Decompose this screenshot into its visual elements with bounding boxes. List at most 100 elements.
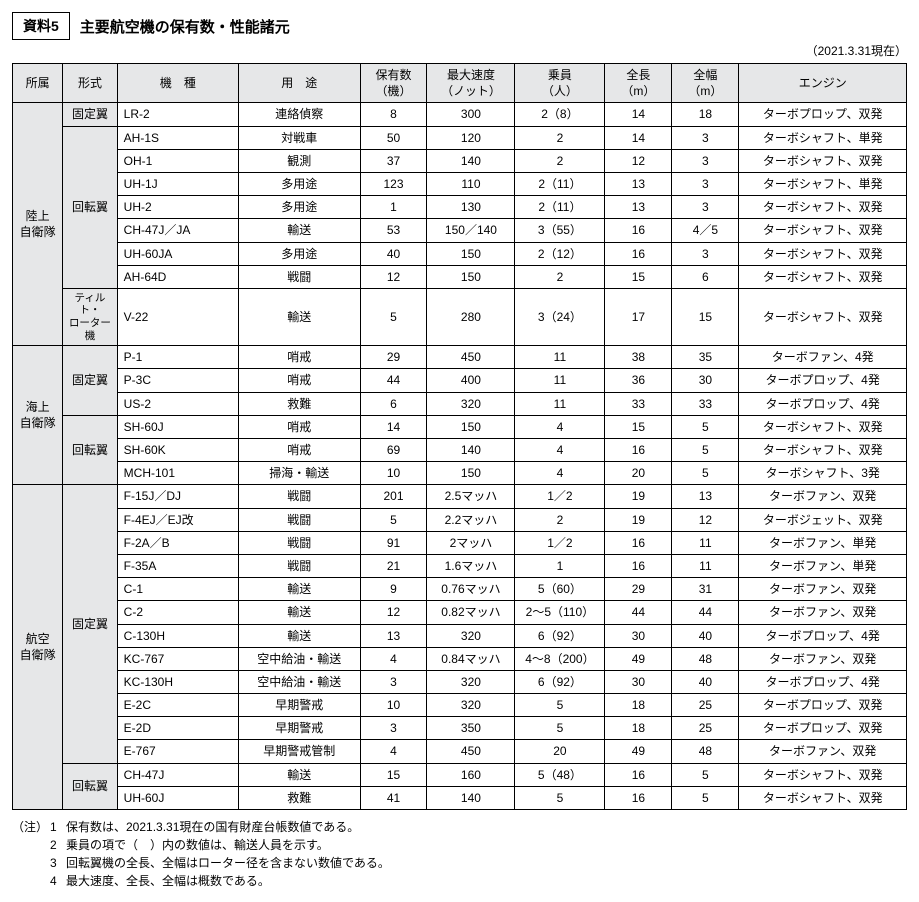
model-cell: E-767 (117, 740, 238, 763)
engine-cell: ターボシャフト、双発 (739, 196, 907, 219)
qty-cell: 5 (360, 288, 427, 345)
notes-text: 乗員の項で（ ）内の数値は、輸送人員を示す。 (66, 836, 329, 854)
model-cell: V-22 (117, 288, 238, 345)
type-cell: 固定翼 (63, 103, 117, 126)
type-cell: 回転翼 (63, 126, 117, 288)
crew-cell: 2 (515, 149, 605, 172)
model-cell: SH-60K (117, 439, 238, 462)
speed-cell: 0.76マッハ (427, 578, 515, 601)
crew-cell: 2 (515, 265, 605, 288)
use-cell: 哨戒 (239, 415, 360, 438)
speed-cell: 2.5マッハ (427, 485, 515, 508)
model-cell: UH-2 (117, 196, 238, 219)
table-row: E-767早期警戒管制4450204948ターボファン、双発 (13, 740, 907, 763)
wid-cell: 3 (672, 196, 739, 219)
len-cell: 17 (605, 288, 672, 345)
wid-cell: 3 (672, 149, 739, 172)
wid-cell: 5 (672, 763, 739, 786)
asof-text: （2021.3.31現在） (12, 42, 907, 59)
model-cell: AH-1S (117, 126, 238, 149)
type-cell: 回転翼 (63, 415, 117, 485)
table-head: 所属 形式 機 種 用 途 保有数（機） 最大速度（ノット） 乗員（人） 全長（… (13, 64, 907, 103)
speed-cell: 320 (427, 624, 515, 647)
wid-cell: 31 (672, 578, 739, 601)
qty-cell: 9 (360, 578, 427, 601)
qty-cell: 201 (360, 485, 427, 508)
len-cell: 38 (605, 346, 672, 369)
wid-cell: 4／5 (672, 219, 739, 242)
crew-cell: 4 (515, 415, 605, 438)
speed-cell: 320 (427, 392, 515, 415)
col-qty: 保有数（機） (360, 64, 427, 103)
table-row: F-35A戦闘211.6マッハ11611ターボファン、単発 (13, 554, 907, 577)
table-row: C-1輸送90.76マッハ5（60）2931ターボファン、双発 (13, 578, 907, 601)
crew-cell: 5 (515, 717, 605, 740)
wid-cell: 40 (672, 624, 739, 647)
model-cell: F-35A (117, 554, 238, 577)
len-cell: 20 (605, 462, 672, 485)
qty-cell: 91 (360, 531, 427, 554)
type-cell: 回転翼 (63, 763, 117, 809)
wid-cell: 5 (672, 462, 739, 485)
org-cell: 海上自衛隊 (13, 346, 63, 485)
table-row: CH-47J／JA輸送53150／1403（55）164／5ターボシャフト、双発 (13, 219, 907, 242)
table-row: E-2D早期警戒335051825ターボプロップ、双発 (13, 717, 907, 740)
page-title: 主要航空機の保有数・性能諸元 (80, 16, 290, 37)
wid-cell: 6 (672, 265, 739, 288)
crew-cell: 1／2 (515, 485, 605, 508)
speed-cell: 320 (427, 694, 515, 717)
qty-cell: 14 (360, 415, 427, 438)
model-cell: LR-2 (117, 103, 238, 126)
crew-cell: 5（60） (515, 578, 605, 601)
len-cell: 16 (605, 219, 672, 242)
engine-cell: ターボファン、単発 (739, 531, 907, 554)
use-cell: 輸送 (239, 763, 360, 786)
notes-text: 最大速度、全長、全幅は概数である。 (66, 872, 270, 890)
engine-cell: ターボシャフト、双発 (739, 763, 907, 786)
len-cell: 49 (605, 740, 672, 763)
speed-cell: 150 (427, 415, 515, 438)
model-cell: UH-60JA (117, 242, 238, 265)
speed-cell: 300 (427, 103, 515, 126)
speed-cell: 150 (427, 462, 515, 485)
len-cell: 16 (605, 786, 672, 809)
engine-cell: ターボジェット、双発 (739, 508, 907, 531)
notes: （注） 1保有数は、2021.3.31現在の国有財産台帳数値である。2乗員の項で… (12, 818, 907, 890)
qty-cell: 50 (360, 126, 427, 149)
speed-cell: 140 (427, 786, 515, 809)
notes-text: 保有数は、2021.3.31現在の国有財産台帳数値である。 (66, 818, 359, 836)
engine-cell: ターボプロップ、4発 (739, 369, 907, 392)
engine-cell: ターボファン、双発 (739, 485, 907, 508)
model-cell: F-15J／DJ (117, 485, 238, 508)
len-cell: 18 (605, 694, 672, 717)
table-row: C-130H輸送133206（92）3040ターボプロップ、4発 (13, 624, 907, 647)
len-cell: 13 (605, 172, 672, 195)
use-cell: 輸送 (239, 601, 360, 624)
table-row: ティルト・ローター機V-22輸送52803（24）1715ターボシャフト、双発 (13, 288, 907, 345)
crew-cell: 11 (515, 346, 605, 369)
qty-cell: 37 (360, 149, 427, 172)
qty-cell: 4 (360, 740, 427, 763)
crew-cell: 1 (515, 554, 605, 577)
speed-cell: 2.2マッハ (427, 508, 515, 531)
crew-cell: 2 (515, 126, 605, 149)
speed-cell: 110 (427, 172, 515, 195)
model-cell: C-2 (117, 601, 238, 624)
crew-cell: 2（11） (515, 172, 605, 195)
len-cell: 16 (605, 242, 672, 265)
model-cell: AH-64D (117, 265, 238, 288)
engine-cell: ターボプロップ、双発 (739, 694, 907, 717)
len-cell: 13 (605, 196, 672, 219)
col-speed: 最大速度（ノット） (427, 64, 515, 103)
wid-cell: 15 (672, 288, 739, 345)
table-body: 陸上自衛隊固定翼LR-2連絡偵察83002（8）1418ターボプロップ、双発回転… (13, 103, 907, 810)
table-row: OH-1観測371402123ターボシャフト、双発 (13, 149, 907, 172)
qty-cell: 44 (360, 369, 427, 392)
wid-cell: 25 (672, 694, 739, 717)
type-cell: 固定翼 (63, 346, 117, 416)
use-cell: 多用途 (239, 242, 360, 265)
notes-num: 4 (50, 872, 66, 890)
wid-cell: 13 (672, 485, 739, 508)
model-cell: E-2C (117, 694, 238, 717)
speed-cell: 350 (427, 717, 515, 740)
